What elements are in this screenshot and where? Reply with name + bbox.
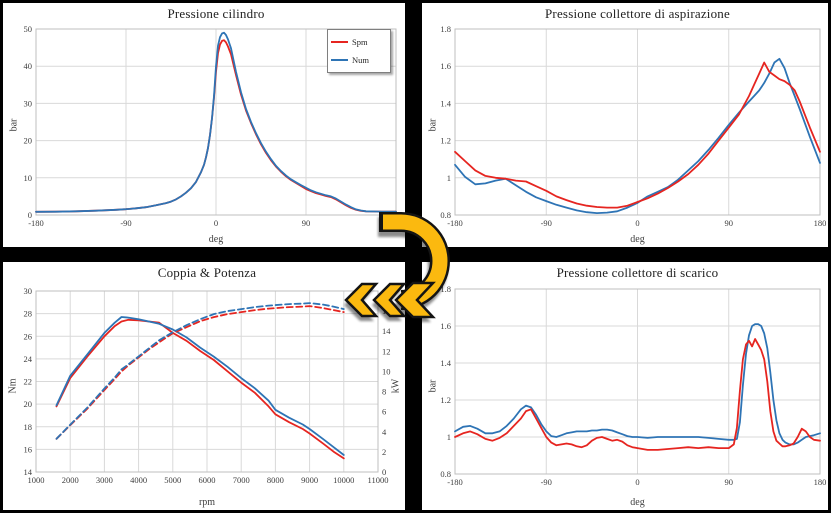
panel-pressione-cilindro: -180 -90 0 90 180 0 10 20 30 40 50 Pressione cilin… bbox=[3, 3, 405, 247]
svg-text:0.8: 0.8 bbox=[440, 210, 451, 220]
x-axis-label-deg: deg bbox=[630, 234, 645, 245]
svg-text:0: 0 bbox=[28, 210, 32, 220]
svg-text:28: 28 bbox=[24, 309, 33, 319]
svg-text:6: 6 bbox=[382, 407, 386, 417]
svg-text:10: 10 bbox=[24, 173, 33, 183]
svg-text:7000: 7000 bbox=[233, 475, 250, 485]
svg-text:5000: 5000 bbox=[164, 475, 181, 485]
svg-text:-180: -180 bbox=[28, 218, 44, 228]
legend: Spm Num bbox=[327, 29, 391, 73]
panel-coppia-potenza: 1000 2000 3000 4000 5000 6000 7000 8000 9000 1000… bbox=[3, 262, 405, 510]
chart-title-pressione-cilindro: Pressione cilindro bbox=[167, 6, 265, 21]
svg-text:1.8: 1.8 bbox=[440, 284, 451, 294]
svg-text:18: 18 bbox=[382, 286, 391, 296]
svg-text:1.2: 1.2 bbox=[440, 395, 451, 405]
svg-text:180: 180 bbox=[814, 218, 827, 228]
legend-line-spm-icon bbox=[331, 41, 348, 44]
svg-text:20: 20 bbox=[24, 136, 33, 146]
svg-text:90: 90 bbox=[725, 218, 734, 228]
legend-entry-spm: Spm bbox=[331, 37, 387, 47]
x-axis-label-rpm: rpm bbox=[198, 497, 216, 508]
svg-text:26: 26 bbox=[24, 331, 33, 341]
svg-text:14: 14 bbox=[24, 467, 33, 477]
panel-pressione-collettore-aspirazione: -180 -90 0 90 180 0.8 1 1.2 1.4 1.6 1.8 Pressione … bbox=[422, 3, 828, 247]
svg-text:-90: -90 bbox=[541, 477, 552, 487]
svg-text:14: 14 bbox=[382, 326, 391, 336]
svg-text:1: 1 bbox=[447, 173, 451, 183]
svg-text:10000: 10000 bbox=[333, 475, 354, 485]
svg-text:1.4: 1.4 bbox=[440, 358, 451, 368]
svg-text:4000: 4000 bbox=[130, 475, 147, 485]
panel-pressione-collettore-scarico: -180 -90 0 90 180 0.8 1 1.2 1.4 1.6 1.8 Pressione … bbox=[422, 262, 828, 510]
svg-text:12: 12 bbox=[382, 346, 391, 356]
svg-text:10: 10 bbox=[382, 366, 391, 376]
svg-text:1.2: 1.2 bbox=[440, 136, 451, 146]
svg-text:-180: -180 bbox=[447, 477, 463, 487]
chart-pressione-cilindro: -180 -90 0 90 180 0 10 20 30 40 50 bbox=[24, 24, 403, 228]
svg-text:11000: 11000 bbox=[368, 475, 389, 485]
svg-text:0: 0 bbox=[382, 467, 386, 477]
svg-text:180: 180 bbox=[814, 477, 827, 487]
svg-text:0: 0 bbox=[635, 477, 639, 487]
svg-text:2: 2 bbox=[382, 447, 386, 457]
legend-entry-num: Num bbox=[331, 55, 387, 65]
svg-text:1: 1 bbox=[447, 432, 451, 442]
chart-title-aspirazione: Pressione collettore di aspirazione bbox=[545, 6, 730, 21]
svg-text:16: 16 bbox=[24, 444, 33, 454]
x-axis-label-deg: deg bbox=[208, 234, 224, 245]
svg-text:8000: 8000 bbox=[267, 475, 284, 485]
svg-text:20: 20 bbox=[24, 399, 33, 409]
svg-text:9000: 9000 bbox=[301, 475, 318, 485]
svg-text:0: 0 bbox=[214, 218, 218, 228]
svg-text:18: 18 bbox=[24, 422, 33, 432]
x-axis-label-deg: deg bbox=[630, 497, 645, 508]
svg-text:30: 30 bbox=[24, 98, 33, 108]
svg-text:3000: 3000 bbox=[96, 475, 113, 485]
svg-text:0.8: 0.8 bbox=[440, 469, 451, 479]
svg-text:180: 180 bbox=[390, 218, 403, 228]
svg-text:8: 8 bbox=[382, 387, 386, 397]
svg-text:-180: -180 bbox=[447, 218, 463, 228]
chart-pressione-collettore-aspirazione: -180 -90 0 90 180 0.8 1 1.2 1.4 1.6 1.8 bbox=[440, 24, 827, 228]
svg-text:4: 4 bbox=[382, 427, 387, 437]
svg-text:1000: 1000 bbox=[28, 475, 45, 485]
chart-title-coppia-potenza: Coppia & Potenza bbox=[157, 265, 257, 280]
y-axis-label-bar: bar bbox=[8, 118, 20, 132]
y-axis-label-bar: bar bbox=[427, 118, 439, 132]
svg-text:2000: 2000 bbox=[62, 475, 79, 485]
chart-title-scarico: Pressione collettore di scarico bbox=[556, 265, 719, 280]
svg-text:-90: -90 bbox=[541, 218, 552, 228]
y-axis-label-nm: Nm bbox=[7, 378, 19, 394]
svg-text:1.6: 1.6 bbox=[440, 61, 451, 71]
svg-text:1.4: 1.4 bbox=[440, 98, 451, 108]
svg-text:30: 30 bbox=[24, 286, 33, 296]
svg-text:22: 22 bbox=[24, 377, 33, 387]
svg-text:40: 40 bbox=[24, 61, 33, 71]
svg-text:90: 90 bbox=[302, 218, 311, 228]
svg-text:90: 90 bbox=[725, 477, 734, 487]
svg-text:16: 16 bbox=[382, 306, 391, 316]
chart-coppia-potenza: 1000 2000 3000 4000 5000 6000 7000 8000 9000 1000… bbox=[24, 286, 392, 485]
svg-text:6000: 6000 bbox=[199, 475, 216, 485]
svg-text:24: 24 bbox=[24, 354, 33, 364]
svg-text:1.6: 1.6 bbox=[440, 321, 451, 331]
y-axis-label-bar: bar bbox=[427, 379, 439, 393]
legend-label-spm: Spm bbox=[352, 37, 368, 48]
chart-pressione-collettore-scarico: -180 -90 0 90 180 0.8 1 1.2 1.4 1.6 1.8 bbox=[440, 284, 827, 487]
svg-text:1.8: 1.8 bbox=[440, 24, 451, 34]
legend-line-num-icon bbox=[331, 58, 348, 61]
svg-text:0: 0 bbox=[635, 218, 639, 228]
svg-text:50: 50 bbox=[24, 24, 33, 34]
y2-axis-label-kw: kW bbox=[390, 378, 402, 394]
svg-text:-90: -90 bbox=[120, 218, 131, 228]
legend-label-num: Num bbox=[352, 54, 369, 65]
